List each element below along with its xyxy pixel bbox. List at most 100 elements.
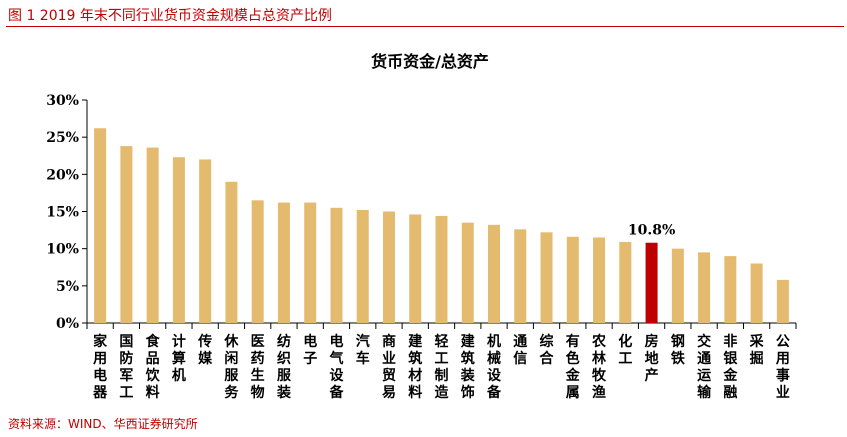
bar-26 xyxy=(750,263,763,323)
category-label-char: 纺 xyxy=(277,333,291,350)
bar-10 xyxy=(330,207,343,323)
category-label-char: 闲 xyxy=(224,351,238,367)
category-label-char: 家 xyxy=(93,333,108,350)
category-label-char: 织 xyxy=(277,350,291,367)
y-tick-label: 20% xyxy=(46,167,79,183)
category-label-char: 融 xyxy=(723,384,737,401)
category-label-char: 物 xyxy=(251,384,265,401)
chart-title: 货币资金/总资产 xyxy=(371,52,489,71)
category-label-char: 生 xyxy=(251,367,265,384)
bar-4 xyxy=(172,157,185,323)
category-label-char: 通 xyxy=(697,351,711,367)
category-label-char: 通 xyxy=(513,334,527,350)
category-label-char: 轻 xyxy=(435,333,449,350)
category-label-char: 防 xyxy=(119,350,133,367)
bar-8 xyxy=(277,202,290,323)
category-label-char: 军 xyxy=(119,368,133,384)
category-label-char: 设 xyxy=(329,368,344,384)
category-label-char: 子 xyxy=(303,351,317,367)
y-tick-label: 5% xyxy=(56,279,79,295)
category-label-char: 建 xyxy=(408,333,422,350)
bar-24 xyxy=(698,252,711,323)
bar-22 xyxy=(645,242,658,323)
category-label-char: 铁 xyxy=(671,350,685,367)
bar-15 xyxy=(461,222,474,323)
bar-11 xyxy=(356,210,369,323)
bar-12 xyxy=(382,211,395,323)
category-label-char: 机 xyxy=(487,333,501,350)
category-label-char: 装 xyxy=(276,384,292,401)
category-label-char: 贸 xyxy=(382,367,396,384)
category-label-char: 运 xyxy=(697,368,711,384)
category-label-char: 品 xyxy=(146,351,160,367)
bar-19 xyxy=(566,236,579,323)
category-label-char: 服 xyxy=(277,368,292,384)
category-label-char: 综 xyxy=(540,333,554,350)
category-label-char: 金 xyxy=(565,367,581,384)
category-label-char: 易 xyxy=(382,385,396,401)
category-label-char: 银 xyxy=(723,350,738,367)
bar-14 xyxy=(435,215,448,323)
category-label-char: 车 xyxy=(356,350,370,367)
category-label-char: 色 xyxy=(566,350,580,367)
category-label-char: 备 xyxy=(328,384,344,401)
category-label-char: 非 xyxy=(723,333,737,350)
y-tick-label: 10% xyxy=(46,242,79,258)
category-label-char: 化 xyxy=(618,333,632,350)
category-label-char: 气 xyxy=(328,350,343,367)
category-label-char: 合 xyxy=(540,350,555,367)
bar-27 xyxy=(776,279,789,323)
category-label-char: 医 xyxy=(251,334,265,350)
bar-3 xyxy=(146,147,159,323)
figure-caption: 图 1 2019 年末不同行业货币资金规模占总资产比例 xyxy=(8,8,332,24)
bar-6 xyxy=(225,181,238,323)
category-label-char: 交 xyxy=(697,333,711,350)
bars: 10.8% xyxy=(94,128,789,323)
bar-25 xyxy=(724,256,737,323)
category-label-char: 用 xyxy=(776,351,790,367)
category-label-char: 休 xyxy=(223,333,239,350)
category-label-char: 装 xyxy=(460,367,476,384)
category-label-char: 商 xyxy=(382,333,396,350)
category-label-char: 制 xyxy=(435,367,449,384)
category-label-char: 公 xyxy=(776,334,790,350)
category-label-char: 采 xyxy=(749,333,765,350)
category-label-char: 建 xyxy=(461,333,475,350)
bar-20 xyxy=(593,237,606,323)
bar-18 xyxy=(540,232,553,323)
bar-13 xyxy=(409,214,422,323)
category-label-char: 金 xyxy=(722,367,738,384)
category-label-char: 产 xyxy=(645,367,659,384)
category-label-char: 国 xyxy=(119,334,133,350)
category-label-char: 业 xyxy=(382,351,396,367)
y-tick-label: 25% xyxy=(46,130,79,146)
bar-1 xyxy=(94,128,107,323)
category-label-char: 设 xyxy=(487,368,502,384)
category-label-char: 饰 xyxy=(461,384,475,401)
bar-9 xyxy=(304,202,317,323)
category-label-char: 食 xyxy=(146,333,161,350)
category-label-char: 事 xyxy=(776,367,790,384)
bar-21 xyxy=(619,241,632,323)
bar-17 xyxy=(514,229,527,323)
category-label-char: 掘 xyxy=(750,350,764,367)
category-label-char: 输 xyxy=(697,384,712,401)
category-label-char: 有 xyxy=(566,333,580,350)
category-label-char: 机 xyxy=(172,367,186,384)
category-label-char: 械 xyxy=(487,350,501,367)
category-label-char: 农 xyxy=(591,333,607,350)
category-label-char: 属 xyxy=(566,385,580,401)
category-label-char: 钢 xyxy=(671,333,685,350)
category-label-char: 筑 xyxy=(408,350,422,367)
category-label-char: 汽 xyxy=(356,333,370,350)
category-label-char: 工 xyxy=(119,385,133,401)
category-label-char: 用 xyxy=(93,351,107,367)
category-label-char: 渔 xyxy=(592,384,606,401)
highlight-data-label: 10.8% xyxy=(628,223,675,239)
y-tick-label: 15% xyxy=(46,205,79,221)
category-label-char: 药 xyxy=(251,350,265,367)
y-tick-label: 0% xyxy=(56,316,79,332)
category-label-char: 工 xyxy=(435,351,449,367)
category-label-char: 电 xyxy=(329,333,343,350)
category-label-char: 算 xyxy=(172,350,186,367)
